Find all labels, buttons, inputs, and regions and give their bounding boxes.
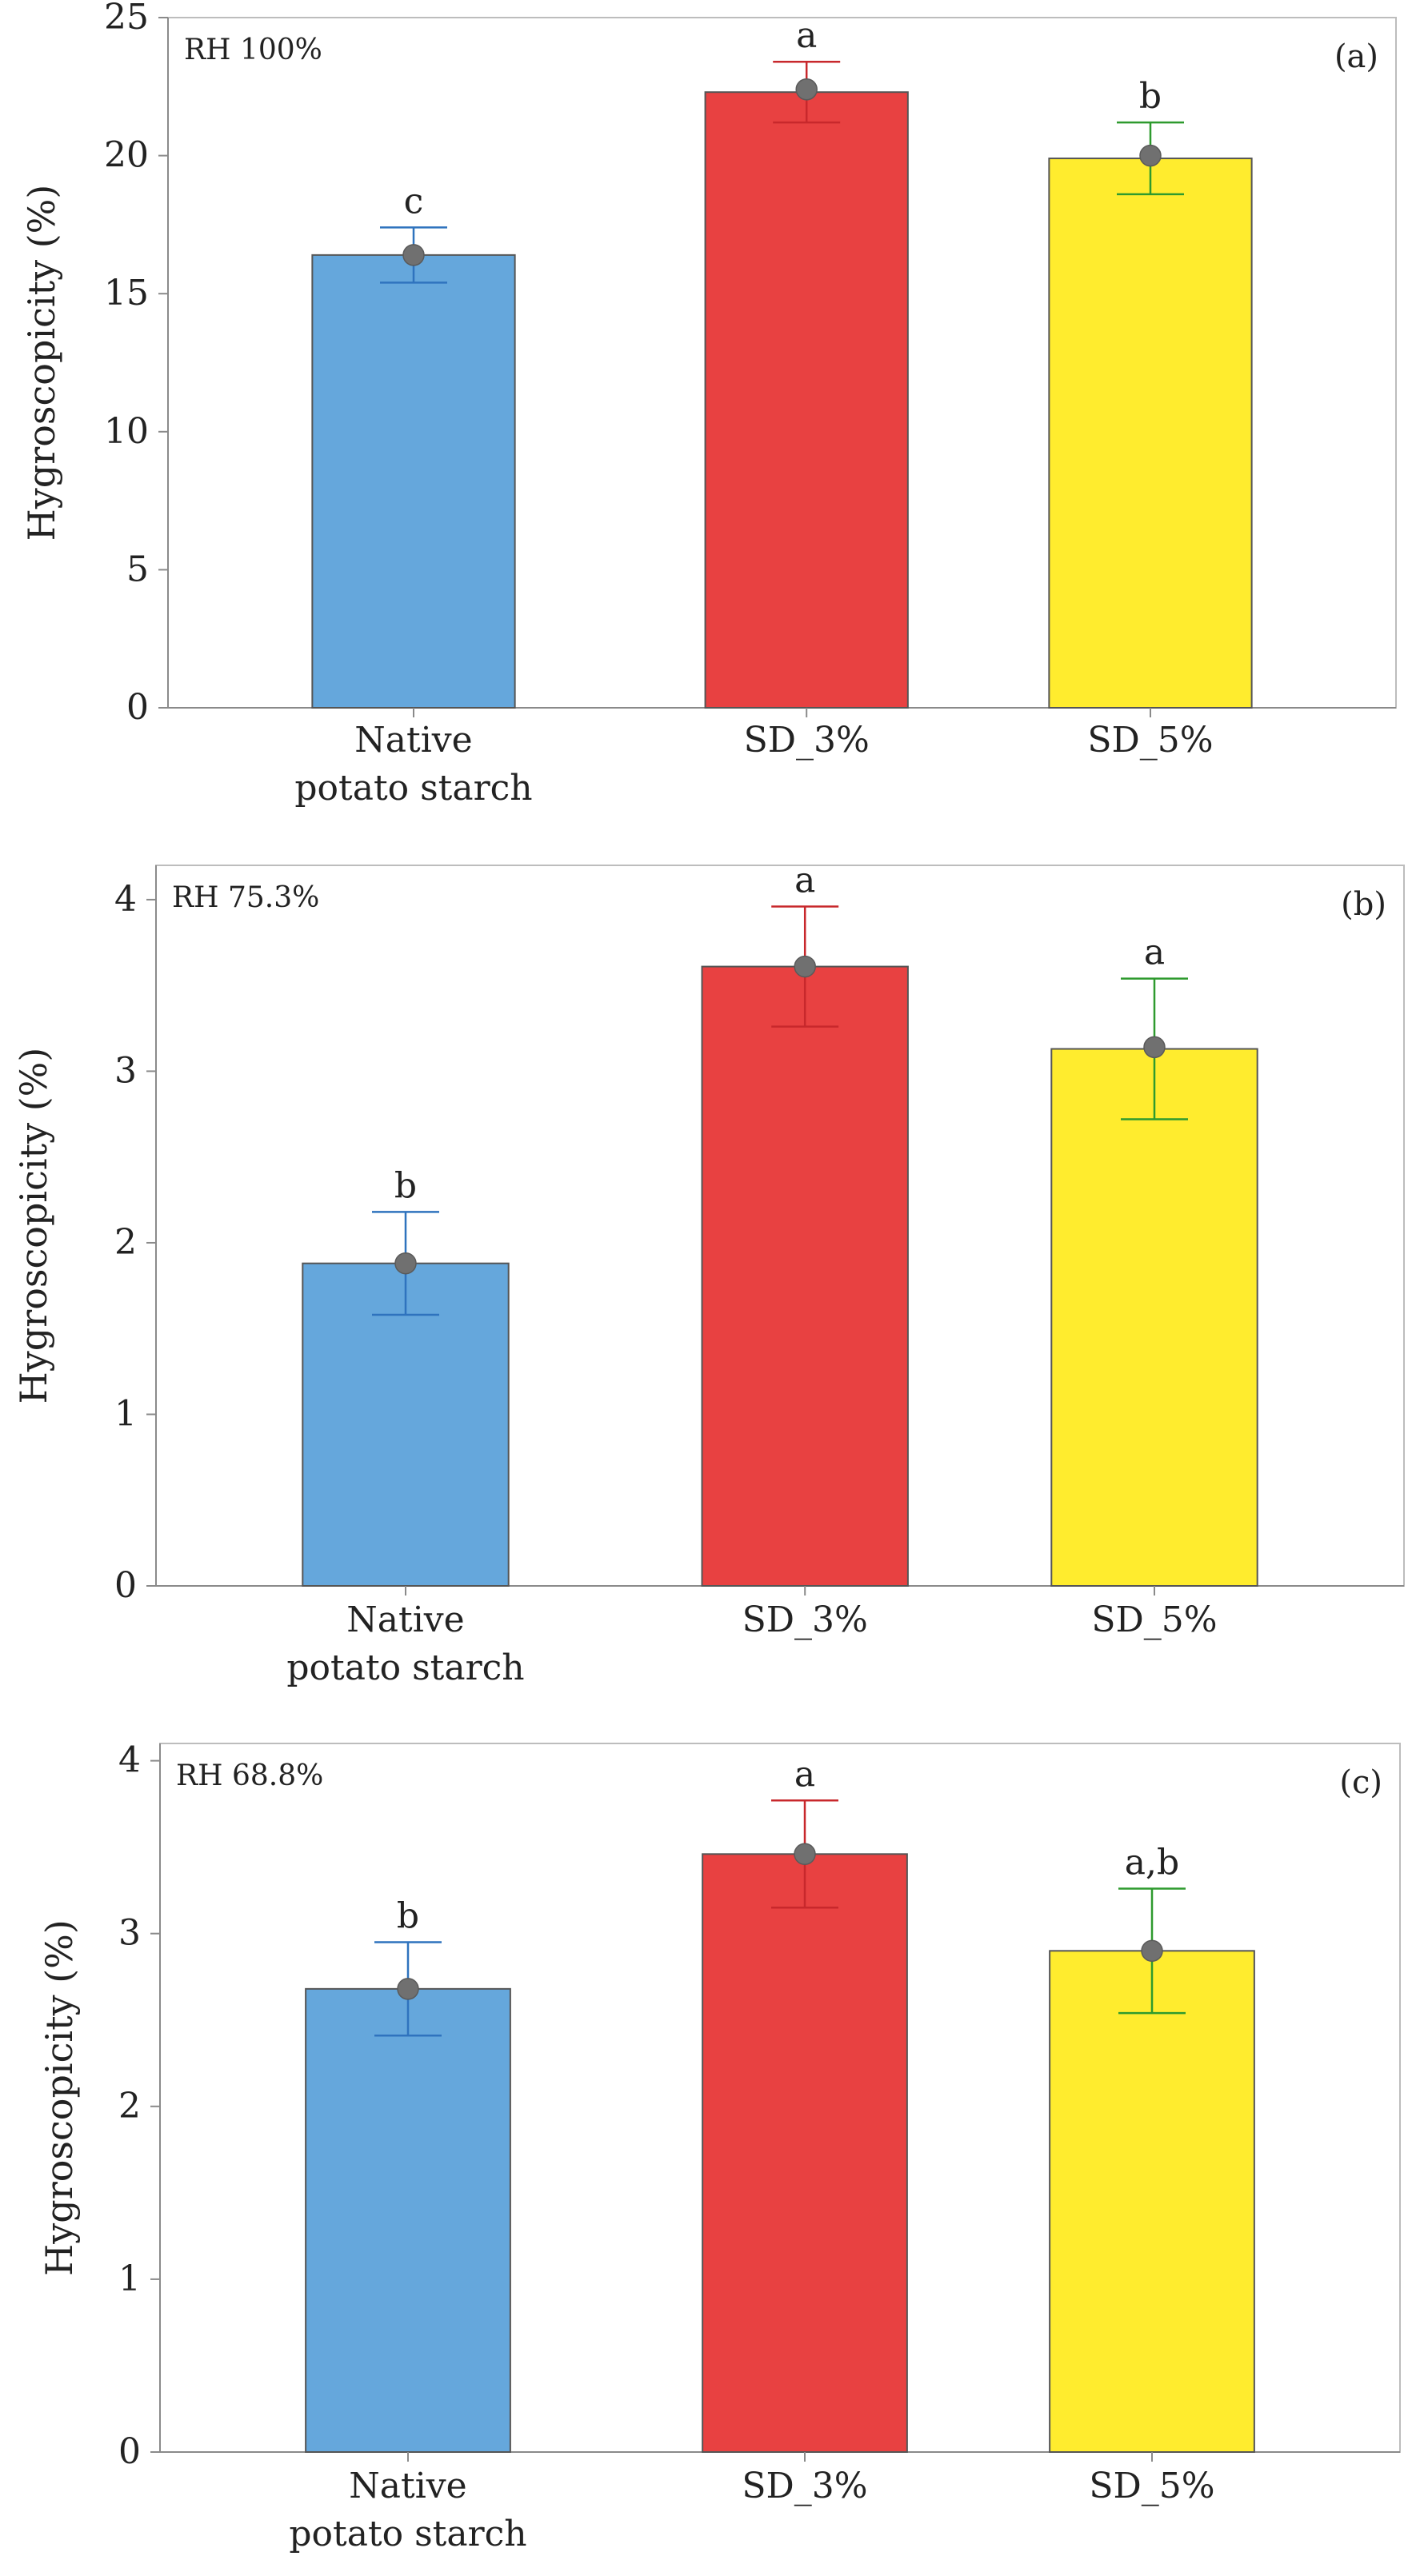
mean-point xyxy=(1143,1036,1166,1059)
x-tick-label: SD_3% xyxy=(742,1600,868,1640)
mean-point xyxy=(794,955,816,978)
panel-tag: (b) xyxy=(1341,886,1386,923)
significance-label: a xyxy=(794,1754,815,1795)
bar xyxy=(302,1262,510,1587)
y-tick-label: 2 xyxy=(118,2086,141,2127)
mean-point xyxy=(1141,1939,1163,1963)
y-tick-label: 20 xyxy=(104,135,149,176)
significance-label: a xyxy=(796,15,817,56)
significance-label: b xyxy=(394,1165,417,1206)
significance-label: a xyxy=(1144,933,1165,973)
x-tick-label: SD_3% xyxy=(742,2466,867,2506)
mean-point xyxy=(795,78,818,101)
y-tick-label: 4 xyxy=(114,879,137,920)
y-tick-label: 4 xyxy=(118,1740,141,1781)
x-tick-label: SD_5% xyxy=(1089,2466,1214,2506)
condition-label: RH 75.3% xyxy=(172,881,319,914)
y-tick-label: 0 xyxy=(114,1565,137,1606)
mean-point xyxy=(1139,144,1162,167)
y-tick-label: 3 xyxy=(114,1050,137,1091)
condition-label: RH 68.8% xyxy=(176,1759,323,1792)
condition-label: RH 100% xyxy=(184,34,322,66)
x-tick-label: SD_5% xyxy=(1091,1600,1217,1640)
x-tick-label: Native potato starch xyxy=(294,720,532,809)
x-tick-label: Native potato starch xyxy=(289,2466,526,2554)
y-axis-label: Hygroscopicity (%) xyxy=(12,1048,55,1404)
bar xyxy=(311,254,516,709)
y-tick-label: 0 xyxy=(118,2431,141,2472)
y-axis-label: Hygroscopicity (%) xyxy=(38,1919,81,2276)
bar xyxy=(704,91,909,709)
panel-tag: (c) xyxy=(1339,1764,1382,1801)
mean-point xyxy=(402,244,425,266)
bar xyxy=(1049,1950,1255,2454)
mean-point xyxy=(397,1978,419,2000)
x-tick-label: SD_5% xyxy=(1087,720,1213,761)
chart-panel-3: 0 1 2 3 4 Hygroscopicity (%) RH 68.8% (c) b Nativ… xyxy=(38,1740,1401,2554)
y-tick-label: 1 xyxy=(118,2258,141,2299)
significance-label: c xyxy=(404,181,424,222)
y-tick-label: 10 xyxy=(104,411,149,452)
y-tick-label: 2 xyxy=(114,1222,137,1263)
bar xyxy=(305,1987,511,2454)
x-tick-label: Native potato starch xyxy=(286,1600,524,1688)
significance-label: b xyxy=(1139,76,1162,117)
y-axis-label: Hygroscopicity (%) xyxy=(20,185,63,541)
bar xyxy=(702,1853,908,2454)
bar xyxy=(701,965,909,1588)
significance-label: a xyxy=(794,860,815,901)
y-tick-label: 15 xyxy=(104,273,149,314)
mean-point xyxy=(794,1843,816,1866)
y-tick-label: 25 xyxy=(104,0,149,38)
significance-label: a,b xyxy=(1125,1843,1179,1883)
y-tick-label: 1 xyxy=(114,1393,137,1434)
bar xyxy=(1050,1048,1258,1588)
y-tick-label: 0 xyxy=(126,687,149,728)
panel-tag: (a) xyxy=(1334,38,1378,75)
bar xyxy=(1048,158,1253,709)
significance-label: b xyxy=(397,1896,419,1937)
y-tick-label: 3 xyxy=(118,1913,141,1954)
chart-panel-1: 0 5 10 15 20 25 Hygroscopicity (%) RH 100% (a) c N… xyxy=(20,0,1397,809)
y-tick-label: 5 xyxy=(126,549,149,589)
x-tick-label: SD_3% xyxy=(744,720,870,761)
chart-panel-2: 0 1 2 3 4 Hygroscopicity (%) RH 75.3% (b) b Nativ… xyxy=(12,860,1405,1688)
mean-point xyxy=(394,1252,417,1275)
